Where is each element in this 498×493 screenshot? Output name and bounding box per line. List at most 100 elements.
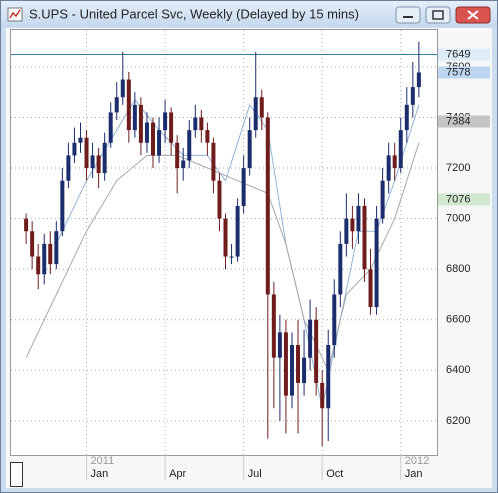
candle-body	[90, 155, 95, 169]
candle-body	[229, 256, 234, 258]
candle-body	[296, 345, 301, 383]
candle-body	[398, 130, 403, 169]
candle-body	[241, 168, 246, 206]
price-marker	[438, 193, 490, 206]
candle-body	[308, 319, 313, 358]
candle-body	[332, 294, 337, 346]
candle-body	[30, 231, 35, 257]
candle-body	[120, 79, 125, 98]
candle-body	[205, 130, 210, 143]
x-tick-label: Jan	[91, 468, 109, 480]
scroll-box[interactable]	[10, 462, 23, 487]
candle-body	[114, 97, 119, 113]
candle-body	[199, 117, 204, 131]
candle-body	[54, 231, 59, 265]
candle-body	[350, 218, 355, 232]
window-buttons[interactable]	[395, 6, 491, 24]
candle-body	[362, 205, 367, 270]
candle-body	[271, 294, 276, 358]
price-marker-label: 7578	[446, 66, 470, 78]
candle-body	[289, 345, 294, 396]
candle-body	[392, 155, 397, 169]
candle-body	[416, 72, 421, 88]
x-tick-label: Jul	[248, 468, 262, 480]
candle-body	[157, 130, 162, 156]
candle-body	[302, 357, 307, 383]
candle-body	[60, 180, 65, 232]
moving-average	[25, 142, 420, 372]
candle-body	[247, 130, 252, 169]
candle-body	[404, 104, 409, 131]
candle-body	[265, 117, 270, 295]
candle-body	[344, 218, 349, 244]
close-icon	[467, 10, 479, 20]
candle-body	[314, 319, 319, 383]
maximize-icon	[432, 10, 444, 20]
candle-body	[84, 137, 89, 169]
price-marker-label: 7649	[446, 48, 470, 60]
candle-body	[151, 122, 155, 156]
candle-body	[175, 142, 180, 169]
x-tick-label: Jan	[405, 468, 423, 480]
minimize-button[interactable]	[395, 6, 421, 24]
year-label: 2012	[405, 455, 429, 467]
year-label: 2011	[91, 455, 115, 467]
price-marker	[438, 115, 490, 128]
candle-body	[66, 155, 71, 181]
candle-body	[132, 104, 137, 131]
moving-average	[55, 98, 420, 409]
candle-body	[380, 180, 385, 219]
price-marker	[438, 66, 490, 79]
candle-body	[211, 142, 216, 181]
y-tick-label: 6800	[446, 263, 470, 275]
candle-body	[78, 137, 83, 143]
candle-body	[326, 345, 331, 409]
y-tick-label: 7000	[446, 213, 470, 225]
candle-body	[181, 160, 186, 169]
candle-body	[374, 218, 379, 308]
candle-body	[36, 256, 41, 275]
candle-body	[253, 97, 258, 131]
candle-body	[72, 142, 77, 156]
y-tick-label: 6200	[446, 415, 470, 427]
plot: 62006400660068007000720074007600JanAprJu…	[11, 30, 490, 480]
price-marker	[438, 48, 490, 61]
candle-body	[235, 205, 240, 257]
candle-body	[217, 180, 222, 219]
candle-body	[283, 332, 288, 396]
candle-body	[126, 79, 131, 131]
candle-body	[223, 218, 228, 257]
window-title: S.UPS - United Parcel Svc, Weekly (Delay…	[29, 6, 359, 21]
candle-body	[277, 332, 282, 358]
candle-body	[320, 382, 325, 409]
candle-body	[386, 155, 391, 181]
candle-body	[108, 112, 113, 143]
candle-body	[48, 243, 53, 265]
candle-body	[24, 218, 29, 232]
candle-body	[96, 155, 101, 174]
candle-body	[410, 87, 415, 105]
candle-body	[187, 130, 192, 161]
price-marker-label: 7076	[446, 193, 470, 205]
candle-body	[338, 243, 343, 295]
candle-body	[169, 112, 174, 143]
candle-body	[259, 97, 264, 118]
candle-body	[356, 205, 361, 232]
maximize-button[interactable]	[425, 6, 451, 24]
price-marker-label: 7384	[446, 115, 470, 127]
candle-body	[102, 142, 107, 174]
candle-body	[144, 122, 149, 143]
candle-body	[193, 117, 198, 131]
candle-body	[368, 269, 373, 308]
y-tick-label: 7200	[446, 162, 470, 174]
x-tick-label: Oct	[326, 468, 343, 480]
x-tick-label: Apr	[169, 468, 186, 480]
y-tick-label: 6400	[446, 364, 470, 376]
app-icon-graph	[9, 9, 21, 19]
candle-body	[42, 243, 47, 275]
candle-body	[138, 104, 143, 143]
candle-body	[163, 112, 168, 131]
minimize-icon	[403, 16, 413, 18]
